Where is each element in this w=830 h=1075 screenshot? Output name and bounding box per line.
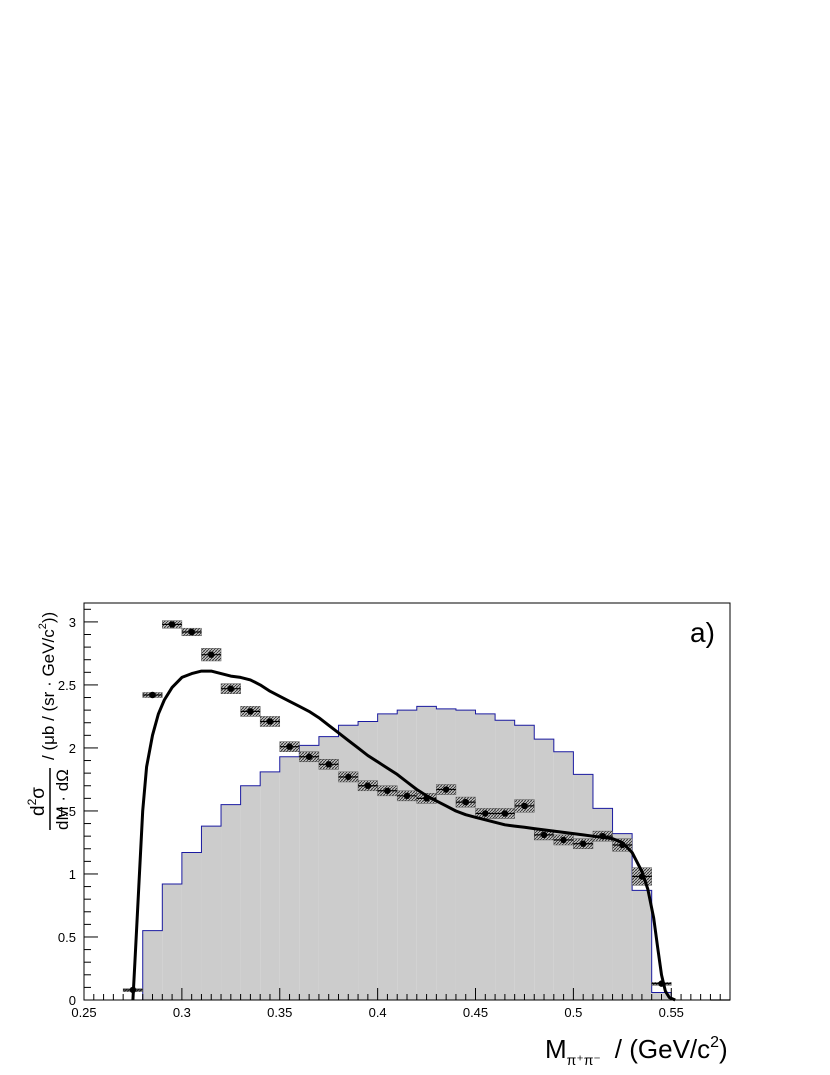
histogram-bar [514, 725, 535, 1000]
data-point [573, 838, 594, 850]
data-point [259, 716, 281, 727]
histogram-bar [240, 785, 261, 1000]
data-marker [325, 761, 332, 768]
histogram-bar [416, 706, 437, 1000]
data-marker [188, 628, 195, 636]
histogram-bar [534, 739, 554, 1000]
panel-label: a) [690, 617, 715, 648]
data-marker [286, 743, 293, 750]
x-tick-label: 0.45 [463, 1005, 488, 1020]
data-point [279, 741, 300, 752]
histogram-bar [162, 884, 182, 1000]
y-tick-label: 3 [69, 615, 76, 630]
histogram-bar [318, 736, 339, 1000]
data-marker [540, 831, 548, 839]
data-marker [501, 810, 509, 817]
data-point [220, 683, 241, 694]
data-point [514, 799, 535, 813]
histogram-bar [201, 826, 222, 1000]
data-marker [149, 691, 156, 699]
x-tick-label: 0.55 [659, 1005, 684, 1020]
histogram [123, 705, 691, 1001]
histogram-bar [553, 751, 574, 1000]
data-marker [521, 802, 528, 810]
histogram-bar [142, 930, 163, 1000]
data-point [631, 867, 652, 886]
histogram-bar [299, 745, 319, 1000]
y-axis-title-unit: / (μb / (sr · GeV/c2)) [37, 612, 58, 760]
x-tick-label: 0.5 [564, 1005, 582, 1020]
model-curve-line [131, 669, 676, 1002]
histogram-bar [632, 890, 652, 1000]
data-marker [442, 786, 450, 793]
y-tick-label: 2 [69, 741, 76, 756]
data-marker [227, 685, 235, 692]
model-curve [131, 669, 676, 1002]
histogram-bar [573, 774, 593, 1000]
data-marker [364, 782, 372, 789]
data-point [240, 706, 261, 717]
x-axis: 0.25 0.3 0.35 0.4 0.45 0.5 0.55 [71, 988, 731, 1020]
data-point [455, 796, 476, 808]
y-tick-label: 2.5 [58, 678, 76, 693]
x-axis-title: Mπ⁺π⁻ / (GeV/c2) [545, 1034, 728, 1068]
data-marker [384, 787, 391, 794]
data-marker [208, 651, 215, 658]
histogram-outline [123, 705, 691, 1001]
y-tick-label: 1.5 [58, 804, 76, 819]
data-point [396, 790, 418, 802]
data-point [181, 627, 202, 637]
data-marker [345, 773, 352, 781]
data-marker [266, 718, 274, 725]
data-point [338, 771, 359, 783]
data-point [142, 691, 163, 699]
histogram-bar [279, 756, 300, 1000]
data-point [318, 759, 339, 770]
data-point [377, 785, 398, 797]
x-tick-label: 0.35 [267, 1005, 292, 1020]
histogram-bar [455, 710, 476, 1000]
data-marker [403, 792, 411, 800]
histogram-bar [397, 710, 417, 1000]
data-point [201, 648, 222, 662]
data-point [162, 620, 183, 629]
data-point [494, 808, 515, 819]
histogram-bar [221, 804, 241, 1000]
y-tick-label: 1 [69, 867, 76, 882]
data-point [436, 784, 457, 795]
y-tick-label: 0.5 [58, 930, 76, 945]
histogram-bar [475, 713, 496, 1000]
data-point [357, 780, 378, 792]
histogram-bar [377, 713, 398, 1000]
y-axis-title-numerator: d2σ [25, 787, 49, 816]
data-marker [168, 621, 176, 628]
data-marker [305, 753, 313, 760]
histogram-bar [181, 852, 202, 1000]
y-axis-title-denominator: dM · dΩ [53, 769, 72, 830]
histogram-bar [260, 771, 280, 1000]
x-tick-label: 0.3 [173, 1005, 191, 1020]
data-point [553, 834, 574, 846]
data-marker [579, 840, 587, 847]
data-point [299, 751, 320, 763]
histogram-bar [612, 833, 633, 1000]
histogram-bar [358, 721, 378, 1000]
data-marker [482, 810, 489, 817]
x-tick-label: 0.25 [71, 1005, 96, 1020]
data-point [651, 980, 672, 987]
data-marker [247, 708, 254, 715]
histogram-bar [495, 720, 515, 1000]
x-tick-label: 0.4 [369, 1005, 387, 1020]
histogram-bar [436, 708, 456, 1000]
data-marker [560, 836, 567, 844]
histogram-bar [592, 808, 613, 1000]
y-tick-label: 0 [69, 993, 76, 1008]
y-axis-title: d2σ dM · dΩ / (μb / (sr · GeV/c2)) [25, 612, 72, 830]
y-axis: 0 0.5 1 1.5 2 2.5 3 [58, 608, 98, 1008]
data-points [122, 620, 730, 1001]
data-marker [462, 798, 469, 806]
histogram-bar [338, 725, 359, 1000]
